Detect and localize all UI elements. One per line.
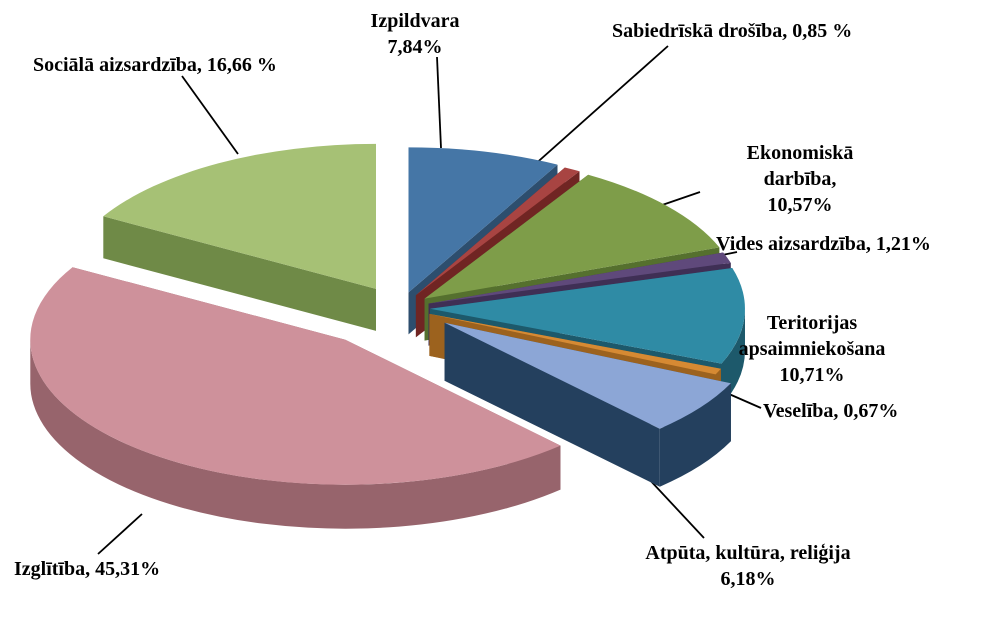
pie-slice-izpildvara <box>408 147 558 293</box>
pie-slice-atputa-kultura-religija-rim <box>659 383 731 487</box>
leader-line-atputa-kultura-religija <box>647 477 705 539</box>
pie-slice-teritorijas-apsaimniekosana <box>430 268 745 364</box>
label-vides-aizsardziba: Vides aizsardzība, 1,21% <box>716 233 931 255</box>
pie-slice-vides-aizsardziba <box>428 252 731 304</box>
pie-slice-sabiedriska-drosiba <box>415 167 580 296</box>
label-sociala-aizsardziba: Sociālā aizsardzība, 16,66 % <box>33 54 277 76</box>
label-atputa-kultura-religija: Atpūta, kultūra, reliģija 6,18% <box>645 542 851 590</box>
pie-slice-ekonomiska-darbiba <box>424 174 720 299</box>
pie-slice-izglitiba-rim <box>30 339 561 529</box>
pie-slice-sociala-aizsardziba-wall <box>103 216 377 331</box>
leader-line-izpildvara <box>436 56 442 149</box>
pie-slice-veseliba <box>429 313 721 375</box>
label-izglitiba: Izglītība, 45,31% <box>14 558 161 580</box>
label-teritorijas-apsaimniekosana: Teritorijas apsaimniekošana 10,71% <box>738 312 886 386</box>
label-veseliba: Veselība, 0,67% <box>763 400 899 422</box>
pie-slice-sociala-aizsardziba <box>103 143 377 289</box>
leader-line-izglitiba <box>97 513 143 555</box>
pie-slice-atputa-kultura-religija <box>444 322 731 429</box>
leader-line-veseliba <box>728 393 762 409</box>
label-sabiedriska-drosiba: Sabiedrīskā drošība, 0,85 % <box>612 20 853 42</box>
label-ekonomiska-darbiba: Ekonomiskā darbība, 10,57% <box>746 142 854 216</box>
label-izpildvara: Izpildvara 7,84% <box>370 10 460 58</box>
leader-line-sociala-aizsardziba <box>181 75 239 155</box>
pie-slice-atputa-kultura-religija-wall <box>444 322 660 487</box>
pie-slice-teritorijas-apsaimniekosana-rim <box>721 308 745 406</box>
leader-line-sabiedriska-drosiba <box>522 45 669 176</box>
pie-slice-izglitiba <box>30 267 561 485</box>
